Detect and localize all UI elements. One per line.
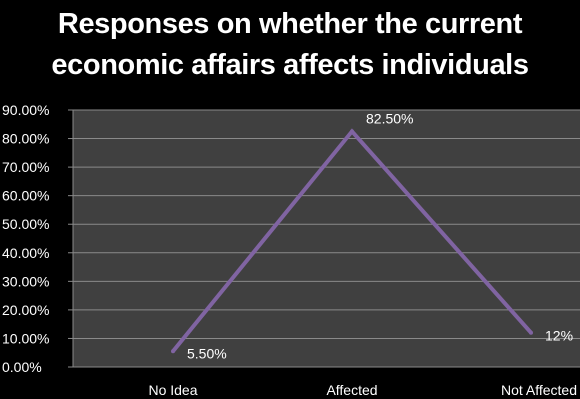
chart-title: Responses on whether the current economi… <box>0 4 580 86</box>
chart-title-line-2: economic affairs affects individuals <box>51 49 529 81</box>
data-point <box>350 129 354 134</box>
chart-title-line-1: Responses on whether the current <box>57 8 523 40</box>
series-layer <box>171 128 533 354</box>
y-tick-label: 0.00% <box>2 359 42 375</box>
data-label: 82.50% <box>366 110 413 126</box>
y-tick-label: 90.00% <box>2 102 49 118</box>
x-tick-label: No Idea <box>148 382 197 398</box>
data-label: 5.50% <box>187 345 227 361</box>
y-tick-label: 80.00% <box>2 131 49 147</box>
y-tick-label: 40.00% <box>2 245 49 261</box>
gridlines <box>73 109 580 339</box>
y-tick-label: 20.00% <box>2 302 49 318</box>
plot-area <box>73 110 580 367</box>
data-point <box>529 330 533 335</box>
y-tick-label: 60.00% <box>2 188 49 204</box>
y-tick-label: 70.00% <box>2 159 49 175</box>
axes: 0.00% 10.00% 20.00% 30.00% 40.00% 50.00% 60.00… <box>2 102 580 398</box>
y-tick-label: 30.00% <box>2 273 49 289</box>
data-point <box>171 349 175 354</box>
data-labels: 5.50% 82.50% 12% <box>187 110 573 361</box>
y-tick-label: 10.00% <box>2 330 49 346</box>
y-tick-label: 50.00% <box>2 216 49 232</box>
data-label: 12% <box>545 328 573 344</box>
x-tick-label: Not Affected <box>501 382 577 398</box>
x-tick-label: Affected <box>326 382 377 398</box>
